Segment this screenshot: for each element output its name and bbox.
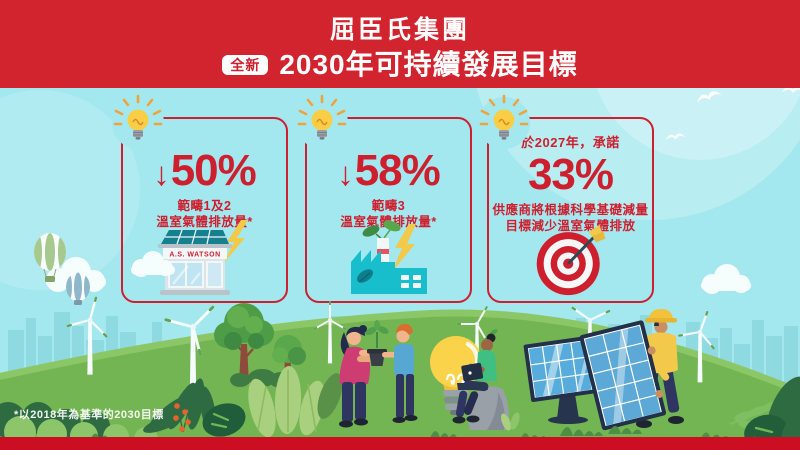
reduction-headline: ↓ 58% (307, 149, 470, 193)
reduction-headline: ↓ 50% (123, 149, 286, 193)
city-skyline-icon (8, 312, 798, 385)
plant-icon (248, 366, 343, 438)
hill-front (0, 316, 800, 450)
hill-back (0, 309, 800, 450)
down-arrow-icon: ↓ (153, 155, 170, 192)
cloud-icon (701, 264, 751, 294)
dartboard-arrow-icon (536, 224, 605, 296)
tree-icon (272, 335, 306, 378)
storefront-solar-icon: A.S. WATSON (157, 220, 248, 295)
tree-icon (214, 303, 274, 384)
light-bulb-icon (478, 94, 530, 149)
reduction-value: 58% (354, 146, 441, 195)
commitment-intro: 於2027年，承諾 (521, 135, 620, 150)
light-bulb-icon (296, 94, 348, 149)
scope-label: 範疇1及2 (177, 199, 232, 213)
worker-person (625, 309, 684, 428)
card-scope12-target: ↓ 50% 範疇1及2 溫室氣體排放量* A.S. WATSON (112, 94, 288, 303)
card-supplier-target: 於2027年，承諾 33% 供應商將根據科學基礎減量 目標減少溫室氣體排放 (478, 94, 654, 303)
supplier-label: 供應商將根據科學基礎減量 (492, 203, 649, 217)
reduction-value: 33% (527, 150, 614, 199)
header-banner: 屈臣氏集團 全新 2030年可持續發展目標 (0, 0, 800, 88)
store-sign-text: A.S. WATSON (169, 252, 220, 259)
potted-plant-icon (365, 320, 389, 366)
supplier-label2: 目標減少溫室氣體排放 (505, 219, 636, 234)
down-arrow-icon: ↓ (337, 155, 354, 192)
green-factory-icon (350, 220, 427, 294)
page-subtitle: 2030年可持續發展目標 (279, 49, 578, 80)
card-scope3-target: ↓ 58% 範疇3 溫室氣體排放量* (296, 94, 472, 303)
reduction-headline: 33% (489, 153, 652, 197)
solar-panel-icon (579, 320, 667, 431)
laptop-icon (457, 362, 488, 390)
bottom-red-strip (0, 437, 800, 450)
bush-icon (230, 369, 293, 388)
solar-panel-icon (523, 333, 611, 424)
person-giving-plant (339, 320, 418, 428)
reduction-value: 50% (170, 146, 257, 195)
page-title: 屈臣氏集團 (329, 16, 470, 44)
light-bulb-icon (112, 94, 164, 149)
light-bulb-icon (430, 336, 482, 415)
person-with-laptop (452, 329, 509, 430)
new-badge: 全新 (222, 55, 269, 75)
emissions-label: 溫室氣體排放量* (156, 215, 253, 230)
plant-icon (500, 412, 520, 431)
scope-label: 範疇3 (371, 199, 406, 213)
baseline-footnote: *以2018年為基準的2030目標 (14, 409, 164, 421)
wind-turbine-icon (66, 296, 715, 394)
